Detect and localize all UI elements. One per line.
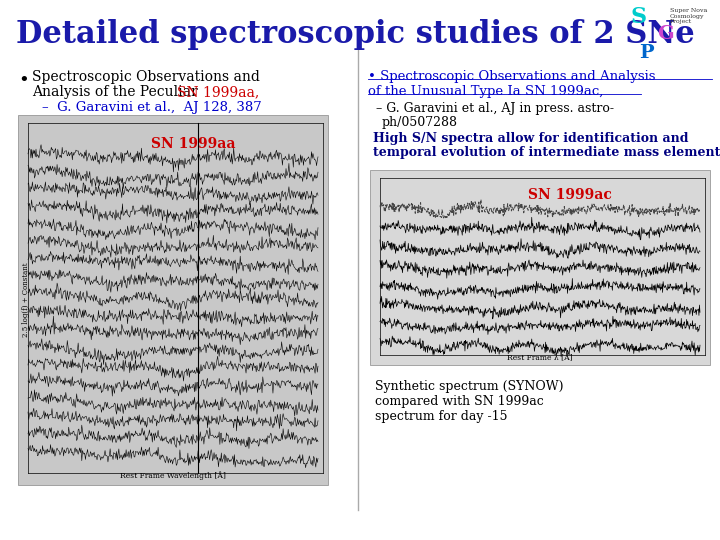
Text: 2.5 log(f) + Constant: 2.5 log(f) + Constant (22, 263, 30, 338)
Text: SN 1999aa: SN 1999aa (150, 137, 235, 151)
FancyBboxPatch shape (370, 170, 710, 365)
Text: Spectroscopic Observations and: Spectroscopic Observations and (32, 70, 260, 84)
Text: Super Nova
Cosmology
Project: Super Nova Cosmology Project (670, 8, 707, 24)
Text: Rest Frame λ [Å]: Rest Frame λ [Å] (507, 354, 573, 362)
Text: Detailed spectroscopic studies of 2 SNe: Detailed spectroscopic studies of 2 SNe (16, 19, 694, 51)
Text: temporal evolution of intermediate mass elements: temporal evolution of intermediate mass … (373, 146, 720, 159)
Text: of the Unusual Type Ia SN 1999ac,: of the Unusual Type Ia SN 1999ac, (368, 85, 603, 98)
Text: SN 1999ac: SN 1999ac (528, 188, 612, 202)
Text: Rest Frame Wavelength [Å]: Rest Frame Wavelength [Å] (120, 471, 226, 480)
Text: P: P (639, 44, 654, 62)
Text: • Spectroscopic Observations and Analysis: • Spectroscopic Observations and Analysi… (368, 70, 655, 83)
Text: SN 1999aa,: SN 1999aa, (177, 85, 259, 99)
Text: High S/N spectra allow for identification and: High S/N spectra allow for identificatio… (373, 132, 688, 145)
Text: Synthetic spectrum (SYNOW)
compared with SN 1999ac
spectrum for day -15: Synthetic spectrum (SYNOW) compared with… (375, 380, 564, 423)
FancyBboxPatch shape (18, 115, 328, 485)
Text: •: • (18, 72, 29, 90)
Text: G: G (657, 25, 673, 43)
Text: S: S (631, 6, 647, 29)
Text: – G. Garavini et al., AJ in press. astro-: – G. Garavini et al., AJ in press. astro… (376, 102, 614, 115)
Text: –  G. Garavini et al.,  AJ 128, 387: – G. Garavini et al., AJ 128, 387 (42, 101, 262, 114)
Text: ph/0507288: ph/0507288 (382, 116, 458, 129)
Text: Analysis of the Peculiar: Analysis of the Peculiar (32, 85, 202, 99)
